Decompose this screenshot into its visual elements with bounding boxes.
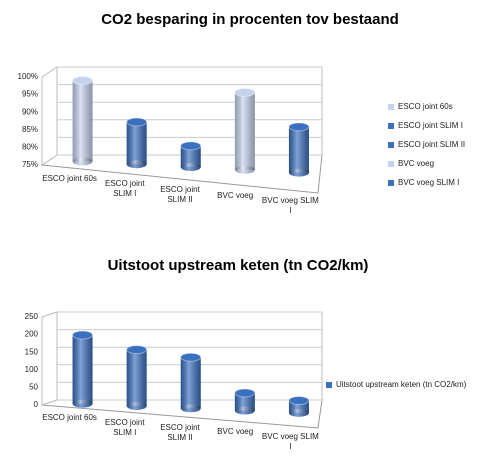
x-tick-label: BVC voeg (217, 427, 254, 437)
bar-shade (288, 126, 309, 173)
legend-label: ESCO joint SLIM I (398, 121, 463, 130)
bar-base-shade (234, 406, 255, 415)
legend-label: BVC voeg SLIM I (398, 178, 459, 187)
bar-top (72, 330, 94, 340)
bar-top (72, 75, 94, 85)
bar-base-shade (126, 401, 147, 410)
bar-base-shade (72, 157, 93, 166)
y-tick-label: 85% (22, 125, 38, 134)
x-tick-label: ESCO joint SLIM II (160, 422, 200, 442)
bar-shade (180, 145, 201, 167)
legend-swatch (388, 180, 394, 186)
legend-swatch (388, 123, 394, 129)
y-tick-label: 90% (22, 107, 38, 116)
x-tick-label: ESCO joint SLIM I (105, 179, 145, 199)
chart-title: Uitstoot upstream keten (tn CO2/km) (108, 257, 369, 274)
legend-label: ESCO joint 60s (398, 102, 453, 111)
bar-base-shade (288, 408, 309, 417)
bar-top (126, 117, 148, 127)
y-tick-label: 80% (22, 143, 38, 152)
x-tick-label: BVC voeg (217, 190, 254, 200)
bar-shade (180, 357, 201, 409)
bar-top (288, 122, 310, 132)
y-tick-label: 75% (22, 160, 38, 169)
bar-shade (72, 80, 93, 162)
bar-base-shade (234, 165, 255, 174)
legend-swatch (388, 161, 394, 167)
x-tick-label: ESCO joint 60s (42, 413, 97, 423)
chart-title: CO2 besparing in procenten tov bestaand (101, 11, 399, 28)
bar-base-shade (180, 163, 201, 171)
x-tick-label: BVC voeg SLIM I (261, 431, 319, 451)
x-tick-label: BVC voeg SLIM I (261, 196, 319, 216)
bar-base-shade (288, 168, 309, 177)
legend-label: ESCO joint SLIM II (398, 140, 465, 149)
bar-top (180, 141, 202, 151)
legend-swatch (388, 104, 394, 110)
bar-shade (126, 349, 147, 406)
bar-top (288, 396, 310, 406)
y-tick-label: 200 (25, 330, 39, 339)
side-wall (41, 66, 58, 166)
y-tick-label: 150 (25, 347, 39, 356)
y-tick-label: 50 (29, 383, 38, 392)
x-tick-label: ESCO joint SLIM II (160, 185, 200, 204)
x-tick-label: ESCO joint SLIM I (105, 417, 145, 437)
bar-top (234, 388, 256, 398)
bar-shade (234, 392, 255, 411)
y-tick-label: 250 (25, 312, 39, 321)
legend-label: BVC voeg (398, 159, 434, 168)
bar-base-shade (126, 160, 147, 169)
bar-shade (126, 121, 147, 165)
y-tick-label: 100 (25, 365, 39, 374)
legend-swatch (326, 382, 332, 388)
bar-shade (72, 335, 93, 404)
bar-base-shade (180, 404, 201, 413)
bar-top (126, 345, 148, 355)
y-tick-label: 0 (34, 400, 39, 409)
legend-swatch (388, 142, 394, 148)
y-tick-label: 95% (22, 90, 38, 99)
x-tick-label: ESCO joint 60s (42, 173, 97, 183)
bar-base-shade (72, 399, 93, 408)
legend-label: Uitstoot upstream keten (tn CO2/km) (336, 380, 467, 389)
y-tick-label: 100% (18, 72, 38, 81)
bar-shade (234, 92, 255, 170)
bar-top (234, 87, 256, 97)
side-wall (41, 311, 58, 406)
bar-top (180, 352, 202, 362)
